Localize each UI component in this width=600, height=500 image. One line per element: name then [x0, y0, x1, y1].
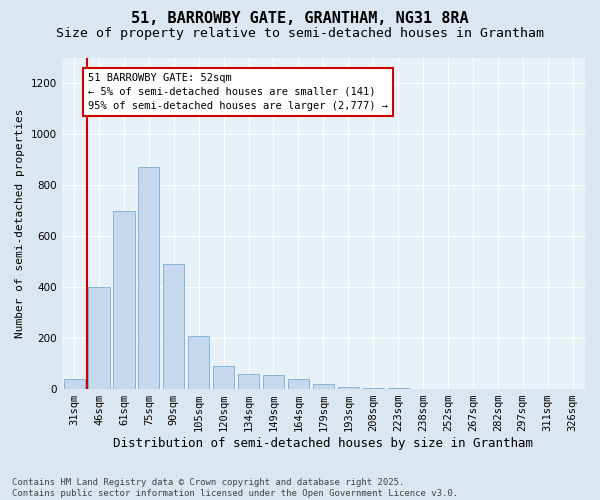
Bar: [88, 287, 110, 389]
Text: Size of property relative to semi-detached houses in Grantham: Size of property relative to semi-detach…: [56, 28, 544, 40]
Bar: [388, 388, 409, 389]
Bar: [338, 387, 359, 389]
Bar: [138, 167, 160, 389]
Bar: [288, 379, 309, 389]
Bar: [113, 210, 134, 389]
Text: 51 BARROWBY GATE: 52sqm
← 5% of semi-detached houses are smaller (141)
95% of se: 51 BARROWBY GATE: 52sqm ← 5% of semi-det…: [88, 73, 388, 111]
Bar: [163, 264, 184, 389]
Bar: [188, 336, 209, 389]
Y-axis label: Number of semi-detached properties: Number of semi-detached properties: [15, 108, 25, 338]
Bar: [562, 388, 583, 389]
Bar: [313, 384, 334, 389]
Bar: [238, 374, 259, 389]
Text: Contains HM Land Registry data © Crown copyright and database right 2025.
Contai: Contains HM Land Registry data © Crown c…: [12, 478, 458, 498]
Bar: [362, 388, 384, 389]
Text: 51, BARROWBY GATE, GRANTHAM, NG31 8RA: 51, BARROWBY GATE, GRANTHAM, NG31 8RA: [131, 11, 469, 26]
X-axis label: Distribution of semi-detached houses by size in Grantham: Distribution of semi-detached houses by …: [113, 437, 533, 450]
Bar: [412, 388, 434, 389]
Bar: [64, 379, 85, 389]
Bar: [263, 375, 284, 389]
Bar: [213, 366, 234, 389]
